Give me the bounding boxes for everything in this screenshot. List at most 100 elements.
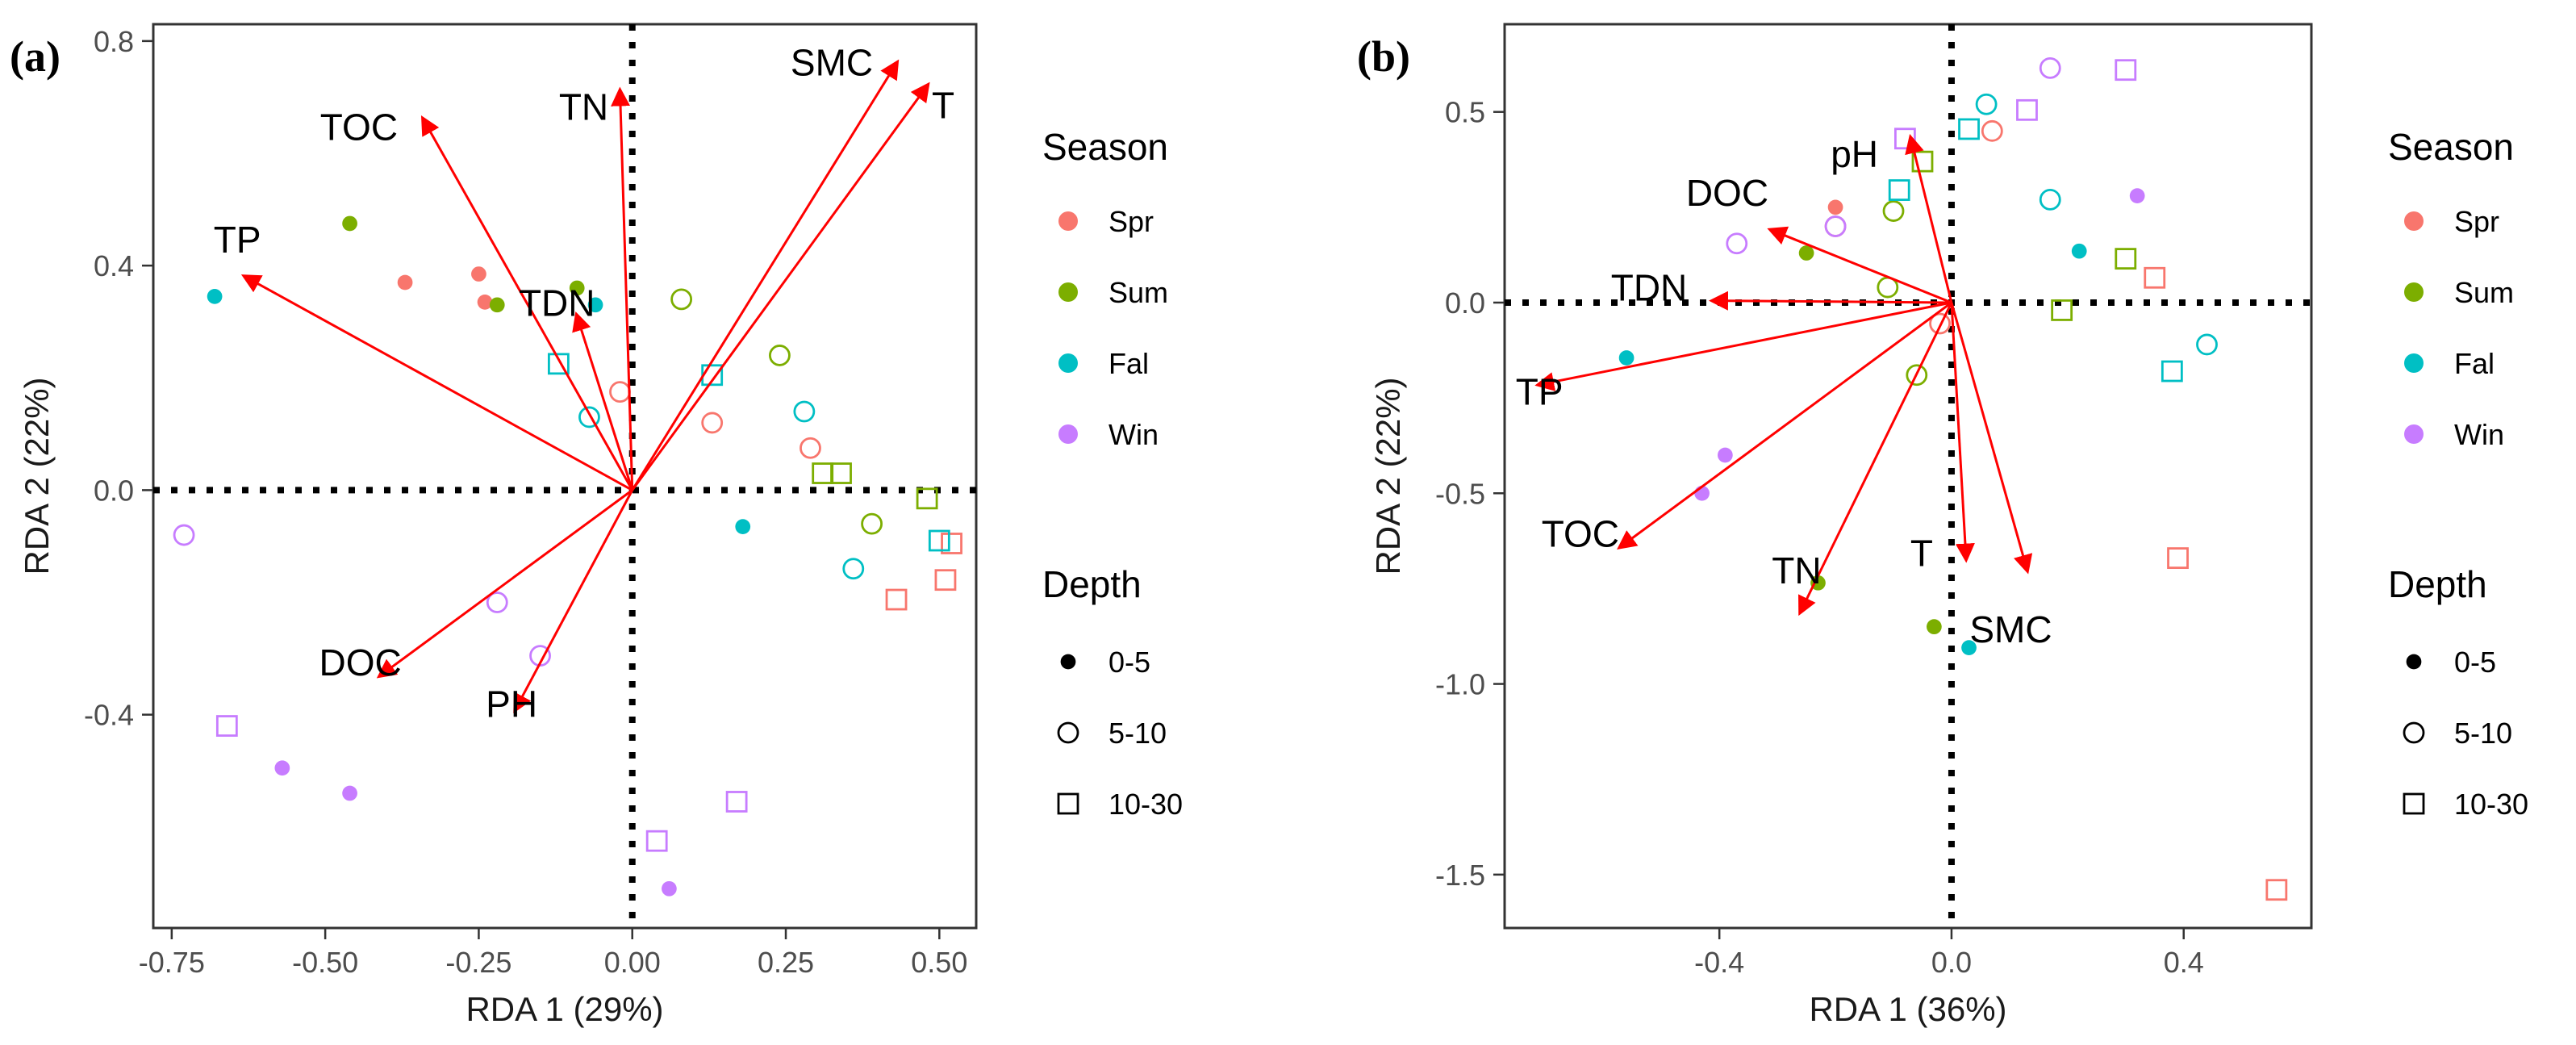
arrow-t	[631, 82, 930, 491]
data-point-fal	[207, 289, 223, 304]
data-point-spr	[2167, 547, 2189, 570]
panel-b: (b) -0.4 0.0 0.4 -1.5 -1.0 -0.5 0.0 0.5 pH DOC TD…	[1357, 23, 2313, 1028]
arrow-doc	[376, 489, 633, 679]
data-point-win	[342, 785, 357, 801]
legend-depth-label: 10-30	[2454, 788, 2528, 821]
legend-depth-swatch	[1057, 792, 1079, 815]
data-point-sum	[342, 215, 357, 232]
data-point-win	[215, 715, 238, 737]
legend-depth-label: 10-30	[1108, 788, 1183, 821]
data-point-win	[662, 880, 677, 897]
legend-season-swatch-spr	[1058, 211, 1078, 231]
arrow-label-smc: SMC	[1969, 608, 2052, 650]
legend-depth-label: 0-5	[2454, 646, 2496, 679]
data-point-fal	[2039, 188, 2061, 211]
arrow-label-toc: TOC	[1542, 512, 1619, 554]
arrow-label-tp: TP	[214, 219, 261, 261]
data-point-win	[274, 760, 290, 776]
legend-season-label: Fal	[2454, 347, 2495, 380]
data-point-spr	[941, 533, 962, 554]
panel-a-reference-lines	[153, 24, 976, 928]
arrow-smc	[631, 59, 900, 491]
data-point-fal	[793, 400, 816, 423]
y-tick-label: -0.4	[84, 699, 134, 732]
x-tick-label: 0.0	[1931, 946, 1972, 979]
panel-b-y-axis-title: RDA 2 (22%)	[1369, 377, 1407, 575]
y-tick-label: 0.8	[94, 25, 134, 58]
panel-b-x-axis-title: RDA 1 (36%)	[1809, 990, 2006, 1028]
data-point-fal	[587, 297, 603, 313]
data-point-spr	[2144, 266, 2166, 289]
arrow-label-tp: TP	[1516, 371, 1564, 413]
data-point-spr	[1929, 312, 1951, 335]
legend-season-label: Sum	[2454, 276, 2514, 309]
arrow-label-tn: TN	[1772, 550, 1821, 591]
arrow-tdn	[572, 311, 634, 491]
data-point-sum	[1882, 200, 1905, 222]
arrow-tdn	[1708, 291, 1952, 311]
arrow-label-ph: pH	[1831, 133, 1878, 175]
panel-b-frame	[1503, 23, 2313, 930]
data-point-win	[725, 791, 748, 813]
data-point-win	[1824, 215, 1847, 237]
data-point-sum	[1798, 245, 1814, 261]
panel-a-tag: (a)	[10, 32, 61, 81]
legend-season-swatch-win	[2404, 424, 2424, 444]
panel-a-x-axis-title: RDA 1 (29%)	[466, 990, 663, 1028]
arrow-tp	[240, 274, 633, 491]
data-point-spr	[609, 381, 631, 403]
data-point-sum	[2051, 299, 2073, 321]
data-point-sum	[830, 462, 852, 484]
legend-season-swatch-fal	[2404, 353, 2424, 373]
legend-depth-swatch	[1060, 654, 1076, 670]
legend-season-label: Win	[2454, 418, 2504, 451]
legend-depth-swatch	[2406, 654, 2422, 670]
arrow-label-toc: TOC	[320, 106, 398, 148]
data-point-fal	[2071, 243, 2087, 259]
y-tick-label: 0.5	[1445, 96, 1485, 129]
legend-season-label: Fal	[1108, 347, 1149, 380]
legend-season-swatch-spr	[2404, 211, 2424, 231]
data-point-spr	[2265, 879, 2288, 901]
arrow-label-ph: PH	[486, 683, 537, 725]
arrow-ph	[513, 489, 634, 713]
y-tick-label: -1.0	[1435, 668, 1485, 701]
arrow-toc	[1617, 301, 1952, 550]
data-point-fal	[1958, 118, 1980, 140]
legend-season-title: Season	[1042, 126, 1168, 168]
y-tick-label: -1.5	[1435, 859, 1485, 892]
data-point-fal	[842, 558, 865, 580]
x-tick-label: -0.25	[445, 946, 511, 979]
data-point-sum	[569, 280, 585, 296]
legend-depth-swatch	[2403, 721, 2425, 744]
panel-b-tag: (b)	[1357, 32, 1410, 81]
panel-a-arrows: TOC TN SMC T TP TDN DOC PH	[214, 42, 954, 725]
x-tick-label: -0.4	[1694, 946, 1744, 979]
legend-season-swatch-sum	[2404, 282, 2424, 302]
y-tick-label: -0.5	[1435, 477, 1485, 510]
arrow-label-t: T	[1910, 533, 1933, 575]
panel-b-points	[1618, 56, 2288, 901]
data-point-spr	[1981, 119, 2003, 142]
data-point-sum	[670, 288, 693, 311]
data-point-win	[645, 830, 668, 852]
data-point-win	[173, 524, 195, 546]
x-tick-label: 0.00	[604, 946, 661, 979]
arrow-label-tdn: TDN	[1611, 267, 1688, 309]
data-point-fal	[1975, 93, 1998, 115]
arrow-label-tdn: TDN	[519, 282, 595, 324]
data-point-sum	[812, 462, 834, 484]
y-tick-label: 0.0	[94, 474, 134, 507]
arrow-label-smc: SMC	[791, 42, 873, 84]
legend-depth-label: 5-10	[2454, 717, 2512, 750]
arrow-tp	[1534, 301, 1952, 391]
data-point-fal	[1961, 640, 1977, 656]
legend-depth-title: Depth	[1042, 563, 1142, 605]
data-point-win	[2039, 56, 2061, 79]
arrow-label-t: T	[932, 85, 954, 127]
data-point-sum	[1927, 619, 1942, 635]
data-point-fal	[547, 353, 570, 375]
legend-depth-label: 5-10	[1108, 717, 1167, 750]
arrow-t	[1950, 302, 1975, 563]
